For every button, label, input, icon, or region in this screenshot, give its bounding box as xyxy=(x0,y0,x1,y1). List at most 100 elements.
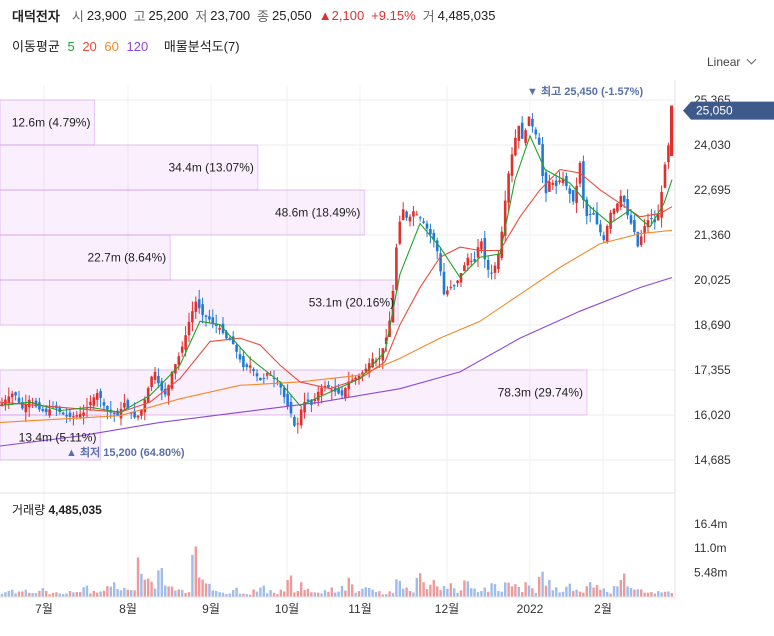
volume-bar xyxy=(266,593,269,597)
candle-body xyxy=(514,137,517,156)
ma20-line xyxy=(0,169,673,413)
volume-bar xyxy=(119,590,123,597)
volume-profile-bar xyxy=(0,144,259,191)
price-tick-label: 14,685 xyxy=(694,453,731,467)
price-tick-label: 17,355 xyxy=(694,363,731,377)
volume-bar xyxy=(21,591,24,597)
volume-bar xyxy=(327,591,330,597)
volume-profile-label: 매물분석도(7) xyxy=(163,39,240,54)
time-tick-label: 9월 xyxy=(202,602,220,616)
volume-bar xyxy=(7,590,10,597)
volume-bar xyxy=(633,589,636,597)
candle-body xyxy=(92,397,96,406)
volume-bar xyxy=(296,590,299,597)
volume-bar xyxy=(497,590,500,597)
candle-body xyxy=(639,236,643,246)
volume-bar xyxy=(82,587,85,597)
volume-bar xyxy=(157,570,160,597)
volume-bar xyxy=(589,582,592,597)
candle-body xyxy=(490,272,493,274)
volume-bar xyxy=(575,589,578,597)
candle-body xyxy=(106,406,109,410)
candle-body xyxy=(656,214,660,221)
candle-body xyxy=(384,337,388,345)
candle-body xyxy=(10,393,14,398)
candle-body xyxy=(160,381,164,391)
candle-body xyxy=(541,144,544,177)
candle-body xyxy=(68,412,72,417)
volume-bar xyxy=(113,582,116,597)
volume-bar xyxy=(126,589,129,597)
volume-bar xyxy=(147,578,150,597)
volume-bar xyxy=(408,591,412,597)
ma120-label: 120 xyxy=(126,39,149,54)
price-tick-label: 21,360 xyxy=(694,228,731,242)
candle-body xyxy=(378,357,381,360)
low-label: 저 xyxy=(195,8,208,24)
volume-bar xyxy=(306,588,310,597)
volume-bar xyxy=(657,591,660,597)
candle-body xyxy=(391,290,395,323)
candle-body xyxy=(208,316,211,320)
candle-body xyxy=(255,373,259,377)
candle-body xyxy=(473,259,476,262)
volume-bar xyxy=(616,586,619,597)
candle-body xyxy=(140,409,143,416)
volume-bar xyxy=(31,592,34,597)
volume-bar xyxy=(143,579,146,597)
indicator-legend[interactable]: 이동평균 5 20 60 120 매물분석도(7) xyxy=(12,36,244,55)
volume-bar xyxy=(385,594,388,597)
candle-body xyxy=(354,377,357,380)
volume-bar xyxy=(293,592,296,597)
volume-bar xyxy=(612,586,616,597)
volume-bar xyxy=(208,583,211,597)
current-price-label: 25,050 xyxy=(696,104,733,118)
volume-bar xyxy=(425,589,429,597)
candle-body xyxy=(272,377,276,379)
volume-bar xyxy=(48,594,51,597)
candle-body xyxy=(497,254,500,270)
volume-bar xyxy=(272,592,276,597)
volume-bar xyxy=(459,590,463,597)
candle-body xyxy=(259,377,262,381)
volume-bar xyxy=(446,588,449,597)
candle-body xyxy=(337,388,340,394)
close-value: 25,050 xyxy=(272,7,312,23)
volume-bar xyxy=(470,588,473,597)
candle-body xyxy=(248,365,252,368)
scale-selector[interactable]: Linear xyxy=(707,55,755,69)
volume-bar xyxy=(334,592,337,597)
candle-body xyxy=(82,412,85,416)
volume-bar xyxy=(514,584,517,597)
volume-bar xyxy=(429,584,432,597)
candle-body xyxy=(282,387,286,398)
volume-bar xyxy=(160,568,163,597)
volume-bar xyxy=(136,557,140,597)
candle-body xyxy=(58,406,62,413)
candle-body xyxy=(330,389,334,391)
volume-bar xyxy=(330,587,333,597)
quote-header: 대덕전자 시 23,900 고 25,200 저 23,700 종 25,050 ▲2,… xyxy=(12,5,502,25)
volume-tick-label: 16.4m xyxy=(694,517,727,531)
volume-bar xyxy=(368,587,371,597)
volume-bar xyxy=(609,593,612,597)
candle-body xyxy=(235,345,238,352)
candle-body xyxy=(167,385,170,396)
candle-body xyxy=(72,416,75,418)
volume-bar xyxy=(595,585,599,597)
candle-body xyxy=(303,401,306,413)
volume-bar xyxy=(361,588,364,597)
candle-body xyxy=(184,335,187,350)
volume-bar xyxy=(415,577,418,597)
candle-body xyxy=(398,221,402,244)
volume-bar xyxy=(317,592,320,597)
candle-body xyxy=(459,272,463,283)
volume-bar xyxy=(619,579,622,597)
candle-body xyxy=(306,399,310,402)
volume-bar xyxy=(500,591,503,597)
candle-body xyxy=(14,392,17,396)
candle-body xyxy=(405,211,408,218)
volume-bar xyxy=(599,589,602,597)
current-price-tag xyxy=(683,101,774,120)
